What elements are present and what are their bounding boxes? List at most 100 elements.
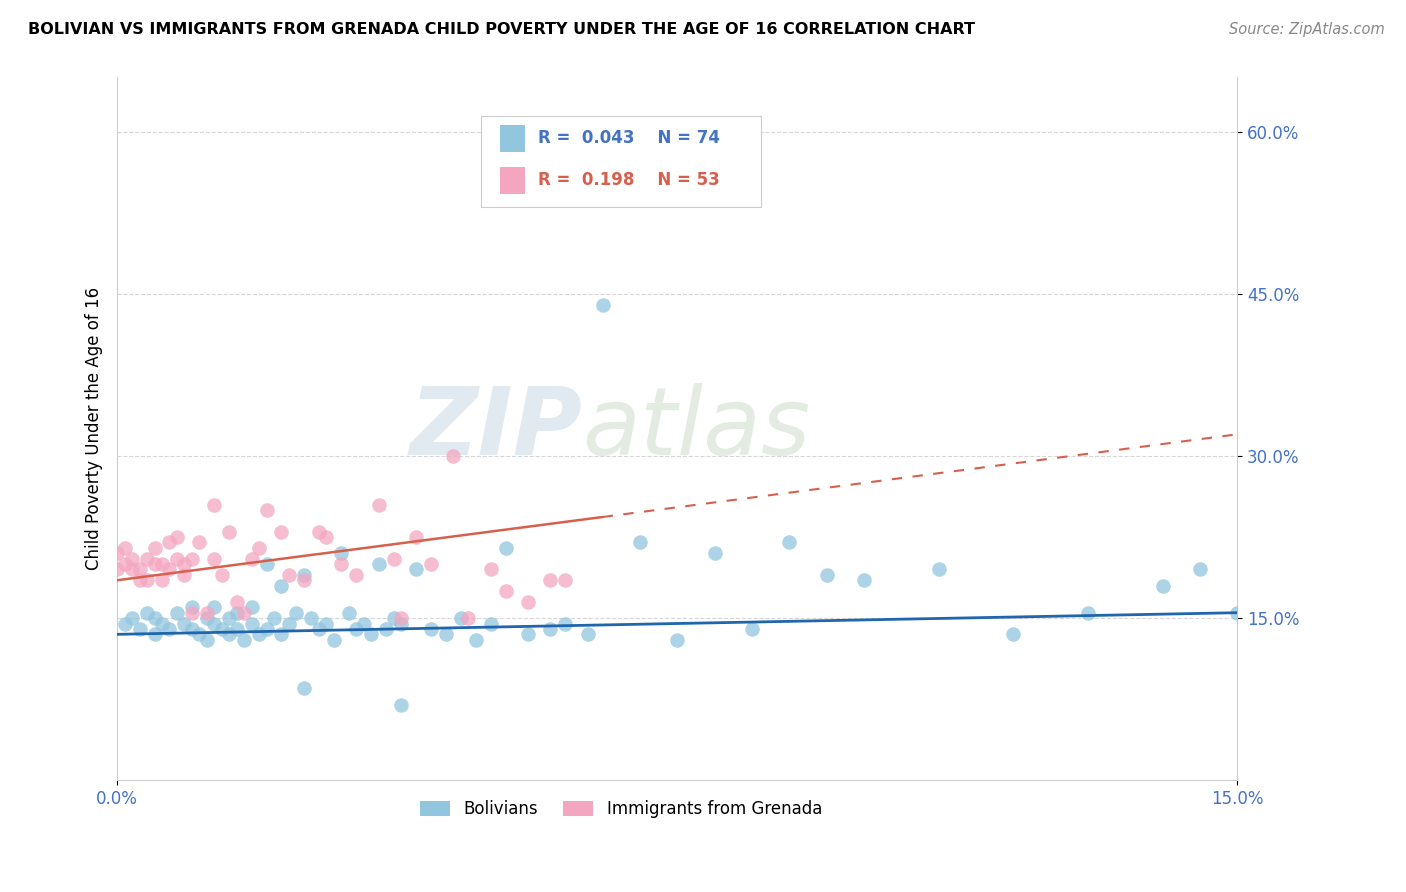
Point (479, 562, 502, 576)
Text: R =  0.043    N = 74: R = 0.043 N = 74 (538, 129, 720, 147)
Point (173, 557, 195, 571)
Point (136, 574, 159, 588)
Point (538, 574, 561, 588)
Point (195, 606, 218, 620)
Point (121, 562, 143, 576)
Point (516, 627, 538, 641)
Point (166, 551, 188, 566)
Point (263, 611, 285, 625)
Point (308, 524, 330, 539)
Point (1152, 579, 1174, 593)
Point (367, 498, 389, 512)
Point (592, 184, 614, 198)
Point (1077, 606, 1099, 620)
Point (128, 562, 150, 576)
Point (292, 574, 315, 588)
Point (382, 551, 405, 566)
Point (121, 611, 143, 625)
Point (367, 557, 389, 571)
Point (278, 616, 301, 631)
Point (202, 498, 225, 512)
Point (225, 595, 247, 609)
Point (1002, 627, 1025, 641)
Point (256, 557, 278, 571)
Point (128, 574, 150, 588)
Point (180, 622, 202, 636)
FancyBboxPatch shape (481, 116, 761, 208)
Point (516, 595, 538, 609)
Point (322, 632, 344, 647)
Point (928, 562, 950, 576)
Point (159, 622, 181, 636)
Point (166, 606, 188, 620)
Point (240, 616, 263, 631)
Point (389, 616, 412, 631)
Point (211, 567, 233, 582)
Point (225, 606, 247, 620)
Y-axis label: Child Poverty Under the Age of 16: Child Poverty Under the Age of 16 (86, 287, 103, 570)
Point (114, 616, 136, 631)
Point (136, 606, 159, 620)
Point (382, 611, 405, 625)
Point (240, 551, 263, 566)
Point (218, 524, 240, 539)
Text: BOLIVIAN VS IMMIGRANTS FROM GRENADA CHILD POVERTY UNDER THE AGE OF 16 CORRELATIO: BOLIVIAN VS IMMIGRANTS FROM GRENADA CHIL… (28, 22, 976, 37)
Point (114, 541, 136, 555)
Point (225, 622, 247, 636)
Point (292, 567, 315, 582)
Point (1226, 606, 1249, 620)
Point (143, 611, 166, 625)
Point (330, 546, 353, 560)
Point (285, 606, 308, 620)
Point (628, 535, 651, 549)
Point (159, 535, 181, 549)
Point (538, 622, 561, 636)
Point (741, 622, 763, 636)
Point (375, 622, 398, 636)
Point (360, 627, 382, 641)
Point (353, 616, 375, 631)
Point (202, 616, 225, 631)
Point (495, 584, 517, 599)
Point (315, 530, 337, 544)
Point (292, 681, 315, 696)
Point (240, 600, 263, 615)
Point (247, 541, 270, 555)
Point (576, 627, 599, 641)
Point (344, 567, 367, 582)
Point (457, 611, 479, 625)
Point (1189, 562, 1212, 576)
Point (150, 616, 173, 631)
Point (150, 574, 173, 588)
Point (202, 551, 225, 566)
Point (233, 632, 256, 647)
Point (270, 627, 292, 641)
Bar (501, 167, 524, 194)
Point (105, 546, 128, 560)
Point (405, 530, 427, 544)
Point (188, 627, 211, 641)
Point (495, 541, 517, 555)
Point (173, 567, 195, 582)
Point (121, 551, 143, 566)
Point (299, 611, 322, 625)
Point (166, 530, 188, 544)
Point (703, 546, 725, 560)
Point (188, 535, 211, 549)
Point (180, 606, 202, 620)
Point (330, 557, 353, 571)
Point (778, 535, 800, 549)
Point (180, 551, 202, 566)
Point (256, 622, 278, 636)
Point (247, 627, 270, 641)
Point (479, 616, 502, 631)
Point (143, 557, 166, 571)
Point (278, 567, 301, 582)
Point (270, 524, 292, 539)
Point (344, 622, 367, 636)
Point (173, 616, 195, 631)
Point (419, 557, 441, 571)
Point (180, 600, 202, 615)
Point (256, 503, 278, 517)
Point (666, 632, 689, 647)
